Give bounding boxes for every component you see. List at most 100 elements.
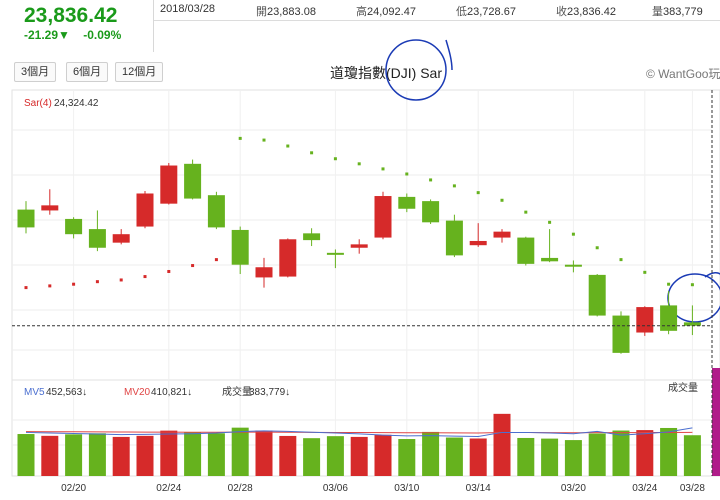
volume-bar bbox=[112, 436, 130, 476]
volume-bar bbox=[493, 413, 511, 476]
candle-body bbox=[17, 209, 35, 228]
candle bbox=[207, 191, 225, 230]
candle-body bbox=[398, 196, 416, 209]
x-tick-label: 03/06 bbox=[323, 483, 348, 494]
x-tick-label: 02/24 bbox=[156, 483, 181, 494]
close-label: 收 bbox=[556, 6, 567, 18]
quote-box: 23,836.42 -21.29▼ -0.09% bbox=[0, 0, 154, 52]
volume-label: 量 bbox=[652, 6, 663, 18]
x-tick-label: 03/14 bbox=[466, 483, 491, 494]
annotation-circle-title bbox=[385, 39, 447, 101]
sar-dot bbox=[571, 232, 575, 236]
sar-dot bbox=[167, 269, 171, 273]
header-close: 收23,836.42 bbox=[556, 3, 616, 19]
candle-body bbox=[231, 229, 249, 265]
volume-bar bbox=[350, 436, 368, 476]
sar-dot bbox=[24, 286, 28, 290]
change-percent: -0.09% bbox=[83, 28, 122, 42]
volume-bar bbox=[660, 427, 678, 476]
low-value: 23,728.67 bbox=[467, 6, 516, 18]
volume-legend-value: 383,779↓ bbox=[249, 387, 290, 398]
candle bbox=[636, 306, 654, 336]
candle bbox=[279, 238, 297, 278]
sar-legend-label: Sar(4) bbox=[24, 98, 52, 109]
volume-bar bbox=[65, 434, 83, 476]
sar-dot bbox=[310, 151, 314, 155]
candle bbox=[112, 229, 130, 245]
candle bbox=[255, 257, 273, 288]
sar-dot bbox=[643, 270, 647, 274]
range-6m-button[interactable]: 6個月 bbox=[66, 62, 109, 82]
sar-dot bbox=[238, 136, 242, 140]
header-high: 高24,092.47 bbox=[356, 3, 416, 19]
header-date: 2018/03/28 bbox=[160, 3, 216, 15]
volume-bar bbox=[636, 430, 654, 476]
candle bbox=[398, 193, 416, 213]
volume-panel-title: 成交量 bbox=[668, 381, 698, 394]
open-label: 開 bbox=[256, 6, 267, 18]
candle bbox=[493, 229, 511, 243]
annotation-stroke-title bbox=[445, 39, 453, 71]
volume-bar bbox=[422, 431, 440, 476]
candle-body bbox=[303, 233, 321, 241]
sar-dot bbox=[690, 283, 694, 287]
range-12m-button[interactable]: 12個月 bbox=[115, 62, 164, 82]
candle-body bbox=[279, 239, 297, 277]
candle-body bbox=[207, 195, 225, 228]
candle-body bbox=[350, 244, 368, 248]
candle bbox=[517, 236, 535, 266]
sar-dot bbox=[357, 162, 361, 166]
candle-body bbox=[422, 201, 440, 223]
volume-bar bbox=[17, 434, 35, 476]
candle bbox=[231, 226, 249, 275]
sar-dot bbox=[214, 258, 218, 262]
volume-value: 383,779 bbox=[663, 6, 703, 18]
candle-body bbox=[636, 307, 654, 333]
candle-body bbox=[469, 240, 487, 246]
sar-dot bbox=[524, 210, 528, 214]
candle bbox=[422, 199, 440, 225]
sar-dot bbox=[95, 280, 99, 284]
volume-bar bbox=[517, 437, 535, 476]
volume-bar bbox=[279, 435, 297, 476]
mv5-line bbox=[25, 427, 693, 437]
candle bbox=[17, 201, 35, 234]
mv5-legend-value: 452,563↓ bbox=[46, 387, 87, 398]
mv20-legend-value: 410,821↓ bbox=[151, 387, 192, 398]
volume-bar bbox=[303, 438, 321, 476]
candle bbox=[564, 260, 582, 273]
candle bbox=[326, 249, 344, 269]
candle-body bbox=[541, 257, 559, 262]
x-tick-label: 03/28 bbox=[680, 483, 705, 494]
mv20-legend-label: MV20 bbox=[124, 387, 151, 398]
candle-body bbox=[374, 196, 392, 238]
candle-body bbox=[445, 220, 463, 256]
candle bbox=[350, 239, 368, 254]
x-tick-label: 03/10 bbox=[394, 483, 419, 494]
volume-bar bbox=[41, 435, 59, 476]
candle bbox=[184, 159, 202, 200]
candle bbox=[660, 290, 678, 335]
candle bbox=[683, 305, 701, 336]
x-tick-label: 03/20 bbox=[561, 483, 586, 494]
candle bbox=[88, 210, 106, 252]
candle-body bbox=[683, 322, 701, 326]
sar-dot bbox=[48, 284, 52, 288]
volume-bar bbox=[160, 430, 178, 476]
volume-bar bbox=[612, 430, 630, 476]
volume-bar bbox=[231, 427, 249, 476]
sar-dot bbox=[667, 282, 671, 286]
candle bbox=[41, 189, 59, 215]
sar-dot bbox=[333, 157, 337, 161]
volume-bar bbox=[541, 438, 559, 476]
candle bbox=[374, 191, 392, 240]
candle bbox=[445, 214, 463, 258]
high-label: 高 bbox=[356, 6, 367, 18]
volume-bar bbox=[588, 433, 606, 476]
sar-dot bbox=[191, 264, 195, 268]
range-3m-button[interactable]: 3個月 bbox=[14, 62, 57, 82]
right-edge-marker bbox=[712, 368, 720, 476]
candle bbox=[588, 274, 606, 317]
candle-body bbox=[65, 218, 83, 235]
sar-dot bbox=[548, 220, 552, 224]
